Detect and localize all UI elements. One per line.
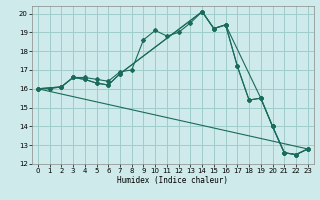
X-axis label: Humidex (Indice chaleur): Humidex (Indice chaleur) <box>117 176 228 185</box>
